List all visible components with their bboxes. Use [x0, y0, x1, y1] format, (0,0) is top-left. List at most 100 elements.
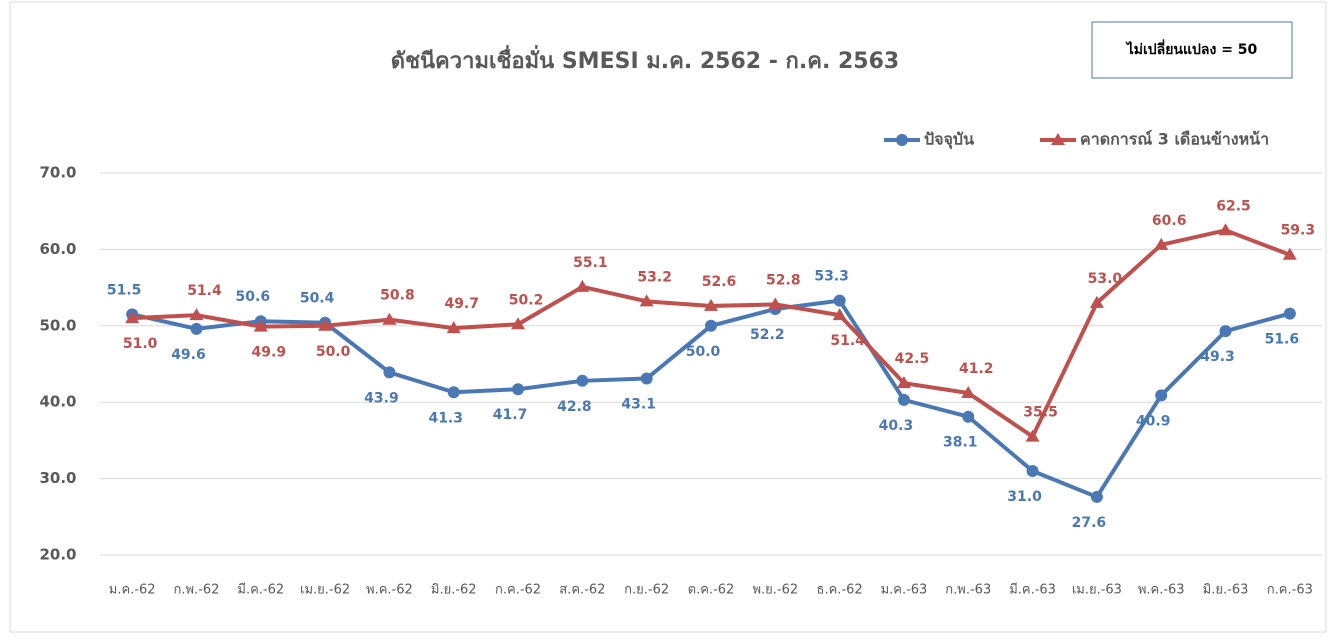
- data-label: 41.3: [428, 410, 463, 426]
- point: [1089, 295, 1104, 308]
- data-label: 53.0: [1088, 271, 1123, 287]
- point: [896, 376, 911, 389]
- x-tick-label: มี.ค.-63: [1009, 582, 1056, 598]
- data-label: 42.8: [557, 399, 592, 415]
- y-tick-label: 40.0: [39, 393, 76, 411]
- point: [383, 366, 396, 379]
- x-tick-label: ก.พ.-62: [173, 583, 219, 598]
- point: [768, 297, 783, 310]
- point: [1025, 429, 1040, 442]
- data-label: 52.2: [750, 327, 785, 343]
- point: [1219, 325, 1232, 338]
- data-label: 50.2: [509, 292, 544, 308]
- data-label: 50.0: [316, 344, 351, 360]
- point: [318, 318, 333, 331]
- data-label: 35.5: [1023, 405, 1058, 421]
- data-label: 31.0: [1007, 489, 1042, 505]
- data-label: 27.6: [1072, 515, 1107, 531]
- x-tick-label: ธ.ค.-62: [817, 583, 863, 598]
- x-tick-label: พ.ค.-63: [1138, 583, 1185, 598]
- data-label: 50.6: [236, 289, 271, 305]
- data-label: 51.0: [123, 336, 158, 352]
- annotation-box: [1091, 21, 1293, 79]
- point: [639, 294, 654, 307]
- point: [511, 317, 526, 330]
- data-label: 40.3: [879, 418, 914, 434]
- x-tick-label: เม.ย.-63: [1072, 583, 1122, 598]
- point: [832, 308, 847, 321]
- annotation: ไม่เปลี่ยนแปลง = 50: [1125, 39, 1258, 58]
- point: [447, 386, 460, 399]
- data-label: 51.5: [107, 282, 142, 298]
- y-tick-label: 50.0: [39, 316, 76, 334]
- point: [961, 386, 976, 399]
- x-tick-label: ม.ค.-63: [881, 583, 928, 598]
- point: [640, 372, 653, 385]
- point: [1090, 490, 1103, 503]
- chart-title: ดัชนีความเชื่อมั่น SMESI ม.ค. 2562 - ก.ค…: [391, 44, 899, 74]
- y-tick-label: 30.0: [39, 469, 76, 487]
- point: [512, 383, 525, 396]
- point: [1283, 307, 1296, 320]
- point: [189, 308, 204, 321]
- data-label: 42.5: [895, 351, 930, 367]
- x-tick-label: ส.ค.-62: [559, 583, 605, 598]
- data-label: 41.7: [493, 407, 528, 423]
- x-tick-label: ก.ค.-63: [1267, 583, 1313, 598]
- data-label: 49.3: [1200, 349, 1235, 365]
- data-label: 55.1: [573, 255, 608, 271]
- x-tick-label: ก.ย.-62: [624, 583, 669, 598]
- x-tick-label: พ.ค.-62: [366, 583, 413, 598]
- x-tick-label: ก.พ.-63: [945, 583, 991, 598]
- y-tick-label: 60.0: [39, 240, 76, 258]
- y-tick-label: 20.0: [39, 546, 76, 564]
- data-label: 40.9: [1136, 413, 1171, 429]
- point: [446, 321, 461, 334]
- point: [705, 319, 717, 332]
- data-label: 50.8: [380, 288, 415, 304]
- data-label: 62.5: [1216, 198, 1251, 214]
- point: [1218, 223, 1233, 236]
- point: [575, 279, 590, 292]
- y-tick-label: 70.0: [39, 164, 76, 182]
- x-tick-label: ก.ค.-62: [495, 583, 541, 598]
- legend-label: ปัจจุบัน: [924, 130, 974, 150]
- legend-marker: [896, 134, 908, 146]
- x-tick-label: ม.ค.-62: [109, 583, 156, 598]
- data-label: 52.6: [702, 274, 737, 290]
- x-tick-label: มิ.ย.-62: [431, 583, 477, 598]
- x-tick-label: พ.ย.-62: [752, 583, 798, 598]
- data-label: 51.4: [187, 283, 222, 299]
- legend-label: คาดการณ์ 3 เดือนข้างหน้า: [1080, 130, 1269, 149]
- point: [1154, 237, 1169, 250]
- point: [1155, 389, 1168, 402]
- point: [382, 312, 397, 325]
- x-tick-label: มี.ค.-62: [237, 582, 284, 598]
- data-label: 50.0: [686, 344, 721, 360]
- data-label: 43.9: [364, 390, 399, 406]
- data-label: 53.2: [637, 269, 672, 285]
- point: [1282, 247, 1297, 260]
- data-label: 53.3: [814, 269, 849, 285]
- data-label: 49.9: [252, 345, 287, 361]
- point: [833, 294, 846, 307]
- point: [190, 322, 203, 335]
- data-label: 43.1: [621, 397, 656, 413]
- data-label: 59.3: [1281, 223, 1316, 239]
- data-label: 50.4: [300, 291, 335, 307]
- point: [576, 374, 589, 387]
- point: [704, 298, 718, 311]
- point: [962, 410, 975, 423]
- data-label: 60.6: [1152, 213, 1187, 229]
- x-tick-label: มิ.ย.-63: [1203, 583, 1249, 598]
- data-label: 52.8: [766, 272, 801, 288]
- data-label: 49.7: [444, 296, 479, 312]
- data-label: 51.6: [1265, 332, 1300, 348]
- point: [897, 393, 910, 406]
- data-label: 51.4: [830, 333, 865, 349]
- point: [253, 319, 268, 332]
- legend-marker: [1051, 133, 1065, 145]
- x-tick-label: ต.ค.-62: [688, 583, 735, 598]
- chart-border: [9, 1, 1327, 633]
